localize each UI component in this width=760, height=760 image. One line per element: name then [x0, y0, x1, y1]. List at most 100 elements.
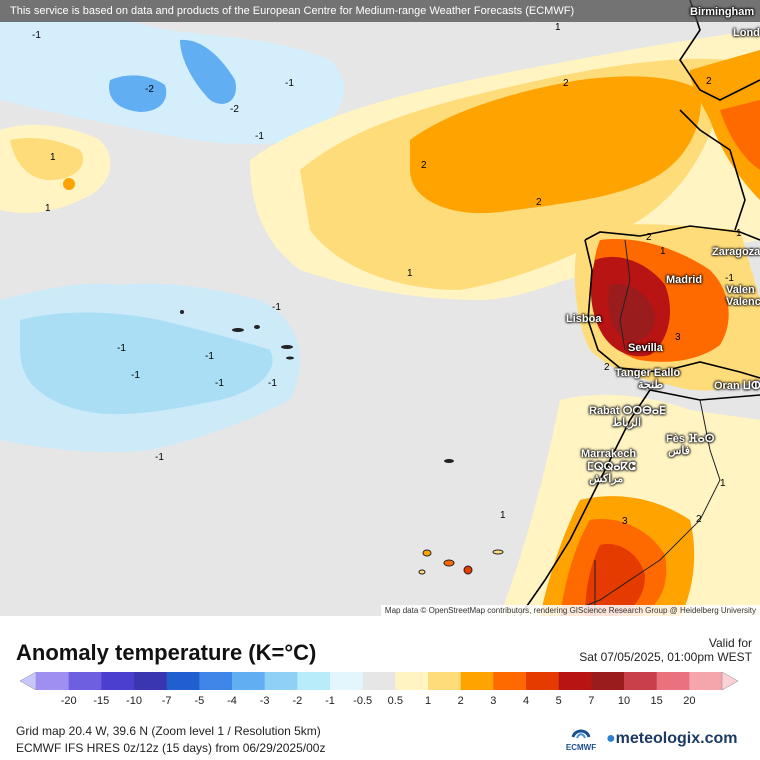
contour-label: 2: [604, 362, 610, 373]
scale-swatch: [526, 672, 560, 690]
contour-label: 2: [536, 197, 542, 208]
temperature-anomaly-field: [0, 0, 760, 616]
scale-swatch: [68, 672, 102, 690]
contour-label: 2: [421, 160, 427, 171]
scale-tick-label: 2: [457, 695, 464, 707]
meteologix-logo-text: meteologix.com: [615, 730, 738, 747]
scale-swatch: [101, 672, 135, 690]
contour-label: 1: [555, 22, 561, 33]
contour-label: -1: [725, 273, 734, 284]
city-label-tanger: Tanger Eallo: [615, 367, 681, 379]
scale-swatch: [493, 672, 527, 690]
city-label-lisboa: Lisboa: [566, 313, 602, 325]
scale-swatch: [395, 672, 429, 690]
meteologix-logo[interactable]: ●meteologix.com: [606, 730, 737, 748]
contour-label: 3: [675, 332, 681, 343]
scale-tick-label: 20: [683, 695, 696, 707]
color-scale-ticks: -20 -15 -10 -7 -5 -4 -3 -2 -1 -0.5 0.5 1 2 3 4 5 7 10 15 20: [20, 695, 738, 709]
meteologix-c-icon: ●: [606, 730, 616, 747]
city-label-valencia-2: Valenc: [726, 296, 760, 308]
map-attribution[interactable]: Map data © OpenStreetMap contributors, r…: [380, 605, 760, 616]
scale-tick-label: -7: [161, 695, 172, 707]
contour-label: -2: [145, 84, 154, 95]
scale-tick-label: -5: [194, 695, 205, 707]
ecmwf-logo: ECMWF: [559, 727, 603, 752]
scale-swatch: [460, 672, 494, 690]
contour-label: -1: [215, 378, 224, 389]
contour-label: -1: [32, 30, 41, 41]
scale-tick-label: 3: [490, 695, 497, 707]
city-label-oran: Oran ⵡⵀⵔⴰⵏ: [714, 380, 760, 392]
contour-label: 1: [50, 152, 56, 163]
city-label-valencia: Valen: [726, 284, 755, 296]
scale-swatch: [362, 672, 396, 690]
scale-swatch: [232, 672, 266, 690]
scale-swatch: [591, 672, 625, 690]
city-label-marrakech-tifinagh: ⵎⵕⵕⴰⴽⵛ: [587, 461, 636, 473]
contour-label: 1: [660, 246, 666, 257]
scale-swatch: [199, 672, 233, 690]
contour-label: 1: [736, 228, 742, 239]
contour-label: -1: [117, 343, 126, 354]
city-label-birmingham: Birmingham: [690, 6, 755, 18]
scale-swatch: [624, 672, 658, 690]
scale-swatch: [689, 672, 723, 690]
scale-tick-label: -2: [292, 695, 303, 707]
contour-label: -1: [131, 370, 140, 381]
grid-info: Grid map 20.4 W, 39.6 N (Zoom level 1 / …: [16, 724, 321, 738]
scale-tick-label: -0.5: [353, 695, 373, 707]
contour-label: -1: [272, 302, 281, 313]
scale-tick-label: 0.5: [387, 695, 403, 707]
contour-label: -1: [285, 78, 294, 89]
scale-tick-label: -20: [60, 695, 77, 707]
city-label-rabat-arabic: الرباط: [612, 417, 642, 429]
ecmwf-logo-text: ECMWF: [565, 743, 597, 752]
city-label-tanger-arabic: طنجة: [638, 379, 664, 391]
city-label-marrakech-arabic: مراكش: [589, 473, 624, 485]
contour-label: -1: [255, 131, 264, 142]
city-label-rabat: Rabat ⵔⵔⴱⴰⴹ: [589, 405, 666, 417]
chart-title: Anomaly temperature (K=°C): [16, 640, 317, 665]
contour-label: 1: [45, 203, 51, 214]
contour-label: -2: [230, 104, 239, 115]
scale-swatch: [297, 672, 331, 690]
scale-arrow-high: [721, 672, 738, 690]
scale-tick-label: 10: [617, 695, 631, 707]
contour-label: 1: [407, 268, 413, 279]
scale-tick-label: 4: [522, 695, 530, 707]
scale-tick-label: -1: [325, 695, 335, 707]
scale-tick-label: 1: [424, 695, 432, 707]
city-label-fes: Fès ⴼⴰⵙ: [666, 433, 715, 445]
scale-swatch: [134, 672, 168, 690]
scale-arrow-low: [20, 672, 37, 690]
scale-swatch: [558, 672, 592, 690]
city-label-marrakech: Marrakech: [581, 448, 637, 460]
contour-label: -1: [155, 452, 164, 463]
scale-tick-label: 7: [588, 695, 595, 707]
city-label-london: Lond: [733, 27, 760, 39]
contour-label: -1: [205, 351, 214, 362]
contour-label: 3: [622, 516, 628, 527]
city-label-madrid: Madrid: [666, 274, 703, 286]
scale-tick-label: -4: [227, 695, 237, 707]
city-label-zaragoza: Zaragoza: [712, 246, 760, 258]
scale-swatch: [166, 672, 200, 690]
scale-tick-label: -3: [259, 695, 270, 707]
scale-swatch: [264, 672, 298, 690]
scale-swatch: [330, 672, 364, 690]
scale-tick-label: 15: [650, 695, 663, 707]
contour-label: 2: [646, 232, 652, 243]
city-label-fes-arabic: فاس: [668, 445, 691, 457]
contour-label: 2: [706, 76, 712, 87]
scale-swatch: [428, 672, 462, 690]
valid-for-label: Valid for: [708, 636, 752, 650]
contour-label: 2: [563, 78, 569, 89]
contour-label: 1: [720, 478, 726, 489]
ecmwf-logo-icon: [571, 729, 591, 739]
contour-label: -1: [268, 378, 277, 389]
color-scale-bar: [20, 672, 738, 690]
ecmwf-service-banner: This service is based on data and produc…: [0, 0, 760, 22]
weather-map[interactable]: This service is based on data and produc…: [0, 0, 760, 616]
contour-label: 1: [500, 510, 506, 521]
scale-tick-label: -15: [93, 695, 110, 707]
